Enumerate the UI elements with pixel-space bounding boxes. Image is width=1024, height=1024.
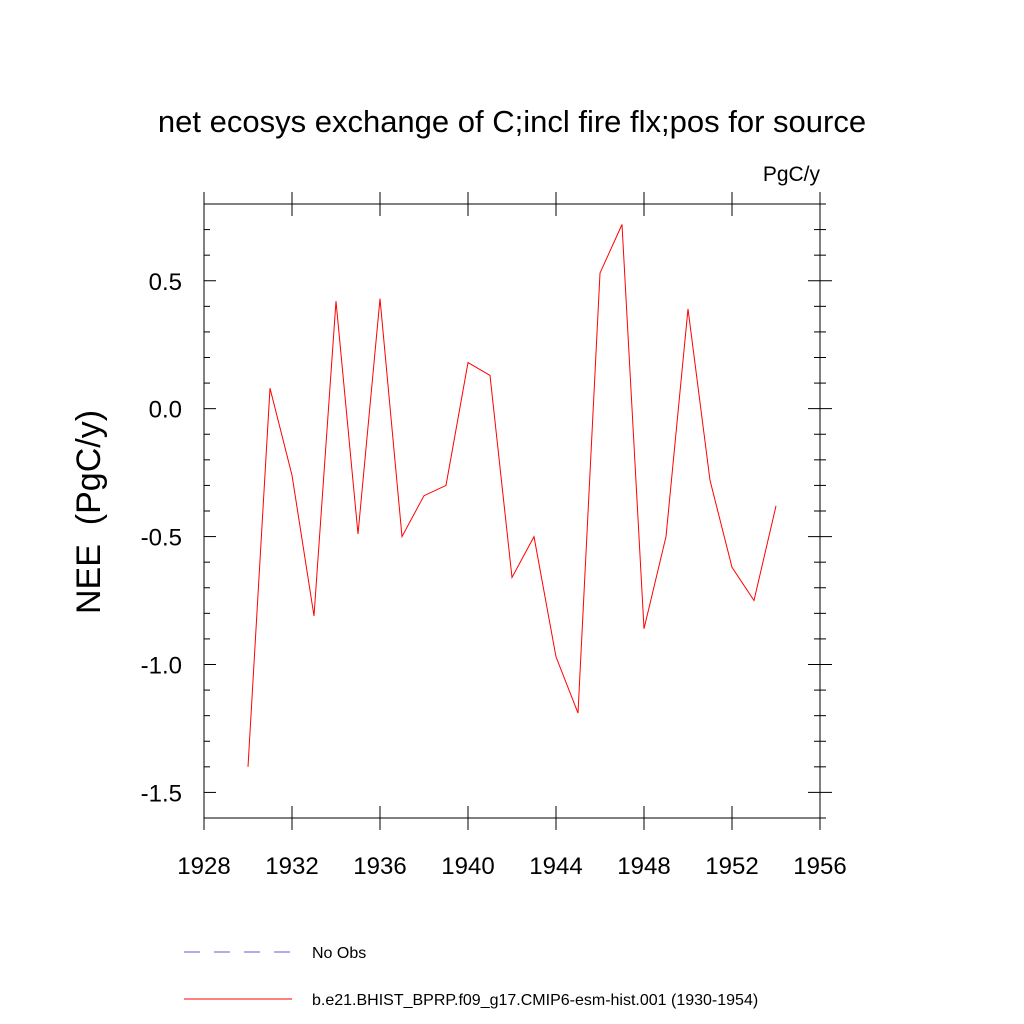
x-tick-label: 1928 [177, 853, 230, 880]
x-tick-label: 1944 [529, 853, 582, 880]
plot-frame [203, 203, 821, 819]
x-tick-label: 1936 [353, 853, 406, 880]
legend-label: b.e21.BHIST_BPRP.f09_g17.CMIP6-esm-hist.… [312, 992, 758, 1009]
x-tick-label: 1956 [793, 853, 846, 880]
y-tick-label: -0.5 [141, 525, 182, 552]
series-line [247, 224, 777, 767]
legend-label: No Obs [312, 945, 366, 962]
y-tick-label: 0.5 [149, 269, 182, 296]
units-label: PgC/y [763, 163, 821, 186]
x-tick-label: 1948 [617, 853, 670, 880]
chart-title: net ecosys exchange of C;incl fire flx;p… [158, 104, 866, 139]
y-axis-label: NEE (PgC/y) [70, 410, 108, 614]
x-tick-label: 1952 [705, 853, 758, 880]
y-tick-label: -1.0 [141, 653, 182, 680]
x-tick-label: 1932 [265, 853, 318, 880]
y-tick-label: 0.0 [149, 397, 182, 424]
y-tick-label: -1.5 [141, 780, 182, 807]
x-tick-label: 1940 [441, 853, 494, 880]
